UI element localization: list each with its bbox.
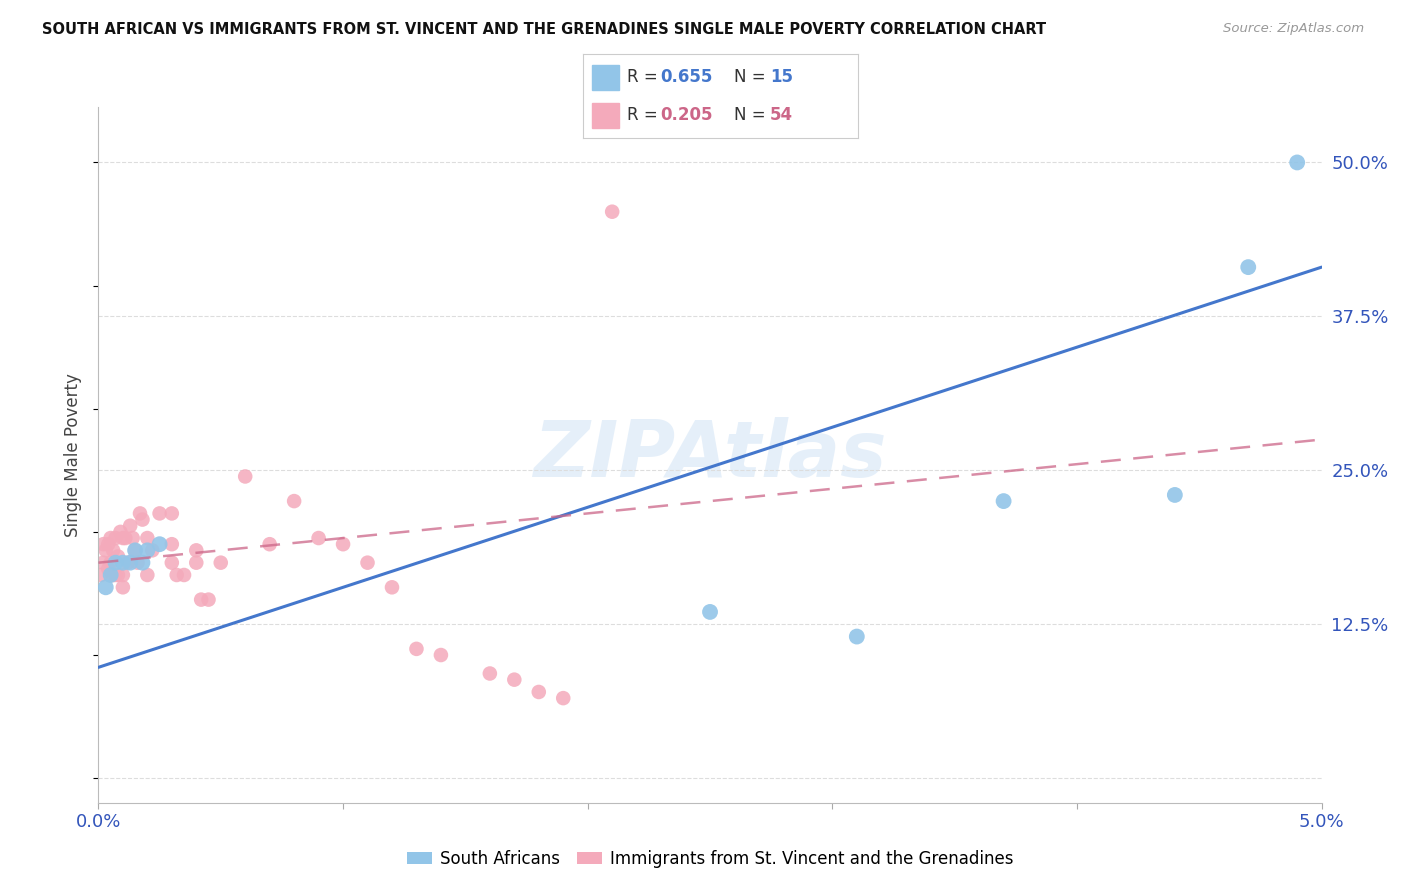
Point: [100, 531, 122, 545]
Point: [129, 507, 152, 521]
Point: [209, 556, 232, 570]
Point: [527, 685, 550, 699]
Point: [699, 605, 721, 619]
Point: [90, 568, 112, 582]
Point: [1237, 260, 1260, 274]
Point: [111, 531, 134, 545]
Point: [136, 568, 159, 582]
Point: [97, 562, 120, 576]
Point: [845, 630, 868, 644]
Point: [478, 666, 501, 681]
Text: R =: R =: [627, 69, 664, 87]
Text: 0.655: 0.655: [661, 69, 713, 87]
Text: ZIPAtlas: ZIPAtlas: [533, 417, 887, 493]
Point: [1286, 155, 1309, 169]
Point: [141, 543, 163, 558]
Point: [104, 531, 127, 545]
Point: [381, 580, 404, 594]
Point: [405, 641, 427, 656]
Point: [233, 469, 256, 483]
Point: [94, 580, 117, 594]
Point: [503, 673, 526, 687]
Text: 54: 54: [770, 106, 793, 124]
Point: [101, 568, 124, 582]
Point: [430, 648, 453, 662]
Point: [160, 556, 183, 570]
Point: [1164, 488, 1187, 502]
Point: [197, 592, 219, 607]
Point: [100, 568, 122, 582]
Point: [160, 537, 183, 551]
Point: [101, 543, 124, 558]
Point: [600, 204, 623, 219]
Point: [149, 537, 172, 551]
Legend: South Africans, Immigrants from St. Vincent and the Grenadines: South Africans, Immigrants from St. Vinc…: [399, 843, 1021, 874]
Bar: [592, 103, 619, 128]
Text: N =: N =: [734, 106, 770, 124]
Point: [114, 531, 136, 545]
Text: N =: N =: [734, 69, 770, 87]
Point: [104, 568, 127, 582]
Y-axis label: Single Male Poverty: Single Male Poverty: [65, 373, 83, 537]
Point: [259, 537, 281, 551]
Point: [117, 556, 139, 570]
Point: [104, 556, 127, 570]
Point: [124, 543, 146, 558]
Point: [131, 556, 153, 570]
Point: [186, 543, 208, 558]
Point: [91, 556, 114, 570]
Point: [160, 507, 183, 521]
Point: [166, 568, 188, 582]
Point: [110, 524, 132, 539]
Text: R =: R =: [627, 106, 664, 124]
Point: [124, 543, 146, 558]
Point: [186, 556, 208, 570]
Point: [111, 568, 134, 582]
Point: [136, 531, 159, 545]
Point: [121, 531, 143, 545]
Point: [136, 543, 159, 558]
Point: [127, 556, 149, 570]
Point: [111, 556, 134, 570]
Point: [308, 531, 330, 545]
Point: [173, 568, 195, 582]
Point: [120, 518, 142, 533]
Point: [553, 691, 575, 706]
Text: SOUTH AFRICAN VS IMMIGRANTS FROM ST. VINCENT AND THE GRENADINES SINGLE MALE POVE: SOUTH AFRICAN VS IMMIGRANTS FROM ST. VIN…: [42, 22, 1046, 37]
Point: [111, 580, 134, 594]
Point: [131, 512, 153, 526]
Point: [97, 537, 120, 551]
Point: [190, 592, 212, 607]
Text: Source: ZipAtlas.com: Source: ZipAtlas.com: [1223, 22, 1364, 36]
Point: [100, 556, 122, 570]
Point: [120, 556, 142, 570]
Text: 15: 15: [770, 69, 793, 87]
Point: [107, 568, 129, 582]
Point: [91, 537, 114, 551]
Text: 0.205: 0.205: [661, 106, 713, 124]
Point: [94, 543, 117, 558]
Point: [993, 494, 1015, 508]
Point: [107, 549, 129, 564]
Point: [356, 556, 378, 570]
Point: [283, 494, 305, 508]
Point: [149, 507, 172, 521]
Bar: [592, 64, 619, 90]
Point: [332, 537, 354, 551]
